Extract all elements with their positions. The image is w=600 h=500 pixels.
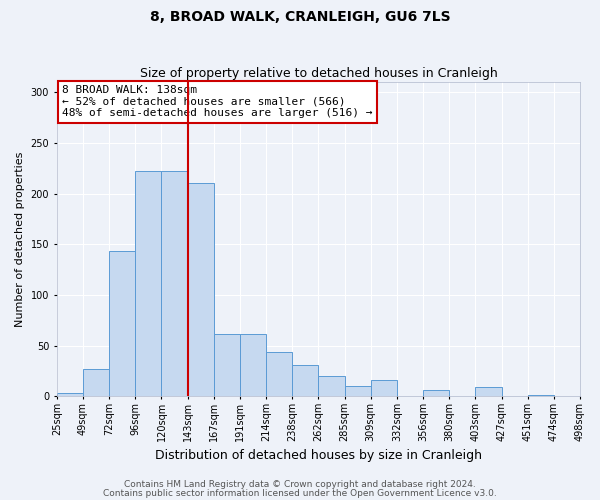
Text: 8 BROAD WALK: 138sqm
← 52% of detached houses are smaller (566)
48% of semi-deta: 8 BROAD WALK: 138sqm ← 52% of detached h… [62,85,373,118]
Bar [135,171,161,396]
Title: Size of property relative to detached houses in Cranleigh: Size of property relative to detached ho… [140,66,497,80]
Bar [83,369,109,396]
Bar [527,395,554,396]
Bar [266,352,292,396]
Bar [214,334,240,396]
Bar [161,171,188,396]
Bar [423,390,449,396]
Bar [188,184,214,396]
Bar [109,252,135,396]
Bar [371,380,397,396]
Text: Contains public sector information licensed under the Open Government Licence v3: Contains public sector information licen… [103,488,497,498]
Bar [240,334,266,396]
Bar [292,365,319,396]
Text: 8, BROAD WALK, CRANLEIGH, GU6 7LS: 8, BROAD WALK, CRANLEIGH, GU6 7LS [149,10,451,24]
Bar [475,387,502,396]
X-axis label: Distribution of detached houses by size in Cranleigh: Distribution of detached houses by size … [155,450,482,462]
Text: Contains HM Land Registry data © Crown copyright and database right 2024.: Contains HM Land Registry data © Crown c… [124,480,476,489]
Bar [344,386,371,396]
Bar [57,393,83,396]
Y-axis label: Number of detached properties: Number of detached properties [15,152,25,327]
Bar [319,376,344,396]
